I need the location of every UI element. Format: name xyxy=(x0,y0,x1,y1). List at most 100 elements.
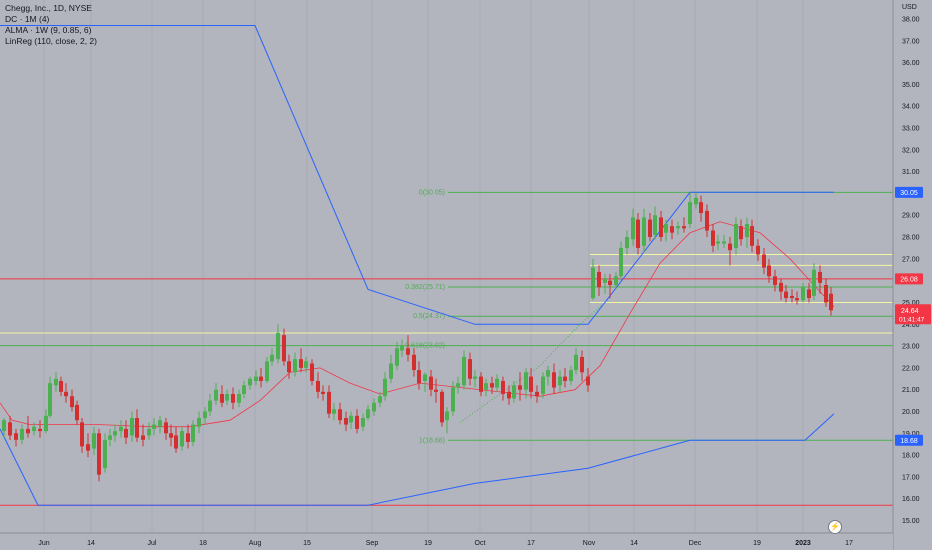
candle-body[interactable] xyxy=(248,378,252,386)
time-axis[interactable] xyxy=(0,533,893,550)
candle-body[interactable] xyxy=(259,376,263,381)
candle-body[interactable] xyxy=(524,372,528,390)
candle-body[interactable] xyxy=(304,361,308,368)
candle-body[interactable] xyxy=(473,376,477,379)
candle-body[interactable] xyxy=(164,422,168,434)
candle-body[interactable] xyxy=(378,396,382,403)
candle-body[interactable] xyxy=(400,346,404,351)
candle-body[interactable] xyxy=(722,241,726,244)
candle-body[interactable] xyxy=(682,226,686,229)
candle-body[interactable] xyxy=(344,418,348,425)
candle-body[interactable] xyxy=(152,424,156,429)
candle-body[interactable] xyxy=(490,383,494,388)
candle-body[interactable] xyxy=(429,376,433,390)
candle-body[interactable] xyxy=(818,271,822,283)
candle-body[interactable] xyxy=(44,415,48,432)
candle-body[interactable] xyxy=(113,431,117,436)
candle-body[interactable] xyxy=(124,428,128,438)
candle-body[interactable] xyxy=(824,285,828,303)
candle-body[interactable] xyxy=(8,422,12,436)
candle-body[interactable] xyxy=(135,418,139,438)
candle-body[interactable] xyxy=(197,418,201,427)
candle-body[interactable] xyxy=(54,378,58,386)
candle-body[interactable] xyxy=(812,269,816,296)
candle-body[interactable] xyxy=(366,409,370,419)
legend-symbol[interactable]: Chegg, Inc., 1D, NYSE xyxy=(5,3,92,13)
candle-body[interactable] xyxy=(276,332,280,360)
candle-body[interactable] xyxy=(773,276,777,286)
candle-body[interactable] xyxy=(14,433,18,440)
candle-body[interactable] xyxy=(59,380,63,392)
candle-body[interactable] xyxy=(103,439,107,469)
candle-body[interactable] xyxy=(141,435,145,440)
candle-body[interactable] xyxy=(518,385,522,390)
candle-body[interactable] xyxy=(70,396,74,408)
candle-body[interactable] xyxy=(779,282,783,292)
candle-body[interactable] xyxy=(784,291,788,299)
candle-body[interactable] xyxy=(108,435,112,440)
candle-body[interactable] xyxy=(535,391,539,397)
candle-body[interactable] xyxy=(734,223,738,248)
candle-body[interactable] xyxy=(762,254,766,268)
candle-body[interactable] xyxy=(231,394,235,403)
candle-body[interactable] xyxy=(648,219,652,238)
candle-body[interactable] xyxy=(801,287,805,301)
candle-body[interactable] xyxy=(254,376,258,381)
candle-body[interactable] xyxy=(2,420,6,432)
candle-body[interactable] xyxy=(750,226,754,246)
candle-body[interactable] xyxy=(694,197,698,205)
candle-body[interactable] xyxy=(338,409,342,421)
candle-body[interactable] xyxy=(395,348,399,366)
candle-body[interactable] xyxy=(75,404,79,421)
candle-body[interactable] xyxy=(417,370,421,384)
legend-linreg[interactable]: LinReg (110, close, 2, 2) xyxy=(5,36,97,46)
plot-area[interactable] xyxy=(0,0,893,533)
candle-body[interactable] xyxy=(705,210,709,231)
candle-body[interactable] xyxy=(327,391,331,414)
candle-body[interactable] xyxy=(321,391,325,395)
candle-body[interactable] xyxy=(756,245,760,255)
candle-body[interactable] xyxy=(423,374,427,381)
candle-body[interactable] xyxy=(591,267,595,299)
candle-body[interactable] xyxy=(829,293,833,311)
candle-body[interactable] xyxy=(293,359,297,373)
candle-body[interactable] xyxy=(745,223,749,238)
candle-body[interactable] xyxy=(676,226,680,229)
candle-body[interactable] xyxy=(456,383,460,388)
candle-body[interactable] xyxy=(603,278,607,283)
candle-body[interactable] xyxy=(484,383,488,390)
candle-body[interactable] xyxy=(631,217,635,240)
candle-body[interactable] xyxy=(670,226,674,233)
legend-alma[interactable]: ALMA · 1W (9, 0.85, 6) xyxy=(5,25,92,35)
candle-body[interactable] xyxy=(495,378,499,388)
candle-body[interactable] xyxy=(468,359,472,379)
candle-body[interactable] xyxy=(92,433,96,449)
candle-body[interactable] xyxy=(180,431,184,447)
candle-body[interactable] xyxy=(597,271,601,288)
candle-body[interactable] xyxy=(507,391,511,399)
candle-body[interactable] xyxy=(38,428,42,432)
candle-body[interactable] xyxy=(265,361,269,381)
candle-body[interactable] xyxy=(237,394,241,403)
candle-body[interactable] xyxy=(225,394,229,401)
candle-body[interactable] xyxy=(462,356,466,386)
candle-body[interactable] xyxy=(479,376,483,392)
candle-body[interactable] xyxy=(242,385,246,395)
candle-body[interactable] xyxy=(795,298,799,301)
candle-body[interactable] xyxy=(807,289,811,299)
candle-body[interactable] xyxy=(130,418,134,436)
candle-body[interactable] xyxy=(569,370,573,381)
candle-body[interactable] xyxy=(546,370,550,377)
candle-body[interactable] xyxy=(412,354,416,371)
candle-body[interactable] xyxy=(541,376,545,395)
candle-body[interactable] xyxy=(563,376,567,381)
candle-body[interactable] xyxy=(574,354,578,371)
candle-body[interactable] xyxy=(64,391,68,397)
candle-body[interactable] xyxy=(434,389,438,392)
candle-body[interactable] xyxy=(558,376,562,386)
candle-body[interactable] xyxy=(355,415,359,429)
candle-body[interactable] xyxy=(501,380,505,395)
candle-body[interactable] xyxy=(440,391,444,423)
candle-body[interactable] xyxy=(739,226,743,240)
